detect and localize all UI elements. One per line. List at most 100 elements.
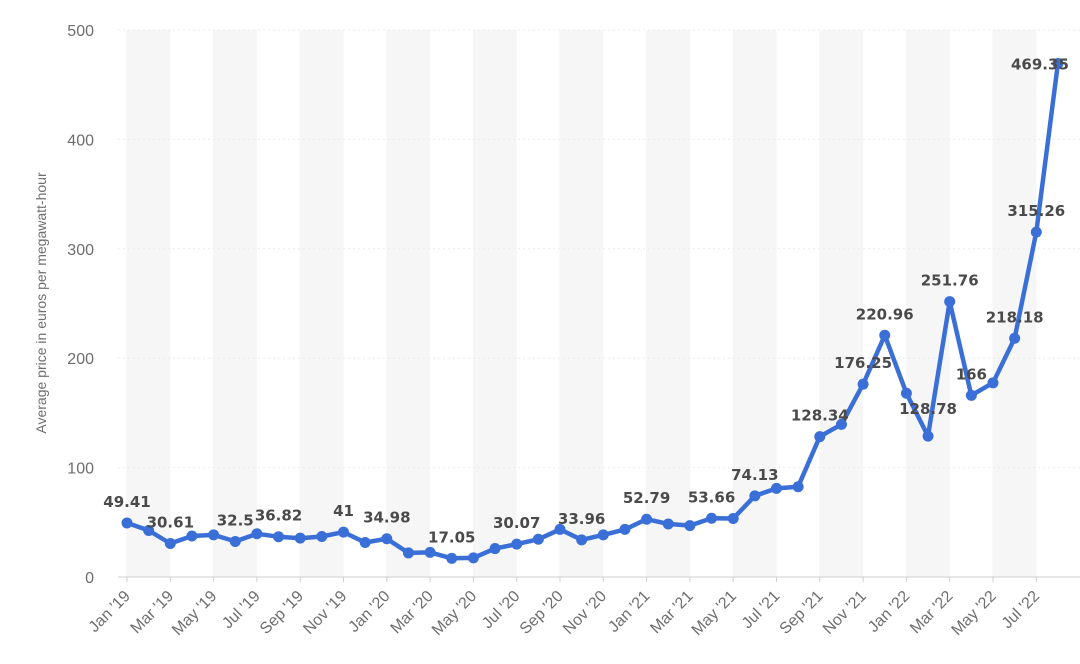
data-point [359,537,371,549]
data-point [814,431,826,443]
data-point [749,490,761,502]
data-label: 166 [956,365,987,383]
data-point [338,526,349,538]
data-point [597,529,609,541]
data-point [446,552,458,564]
data-point [684,520,696,532]
data-point [273,531,285,543]
data-label: 128.34 [791,407,849,425]
data-point [532,533,544,545]
data-label: 34.98 [363,509,410,527]
x-tick-label: May '21 [689,588,740,639]
data-point [424,546,436,558]
grid-band [472,30,517,577]
grid-band [732,30,777,577]
x-tick-label: Mar '21 [647,588,696,637]
x-tick-label: Mar '19 [128,588,177,637]
x-tick-label: Nov '21 [820,588,870,638]
y-tick-label: 300 [67,242,94,259]
data-point [164,538,176,550]
grid-band [819,30,864,577]
grid-band [299,30,344,577]
data-label: 176.25 [834,354,892,372]
y-tick-label: 0 [85,570,94,587]
data-label: 52.79 [623,489,670,507]
data-point [879,329,891,341]
x-tick-label: Jan '21 [605,588,653,636]
x-tick-label: Mar '22 [907,588,956,637]
data-label: 251.76 [921,272,979,290]
data-point [771,482,782,494]
data-point [186,530,198,542]
data-point [143,525,155,537]
data-point [294,532,306,544]
x-tick-label: May '20 [429,588,480,639]
x-tick-label: Nov '20 [560,588,610,638]
x-tick-label: Jul '22 [999,588,1043,632]
data-point [121,517,133,529]
grid-band [386,30,431,577]
grid-band [905,30,950,577]
data-label: 30.61 [147,514,194,532]
data-labels: 49.41 30.61 32.5 36.82 41 34.98 17.05 30.07 33.9… [103,56,1069,547]
grid-band [126,30,171,577]
y-tick-label: 500 [67,23,94,40]
y-axis-label: Average price in euros per megawatt-hour [33,172,49,434]
x-tick-label: May '22 [949,588,1000,639]
y-tick-label: 400 [67,132,94,149]
data-point [229,535,241,547]
data-label: 74.13 [731,466,778,484]
data-point [511,538,523,550]
grid-band [559,30,604,577]
data-point [900,387,912,399]
x-tick-label: Sep '20 [517,588,567,638]
data-point [554,523,566,535]
data-point [662,518,674,530]
data-label: 220.96 [856,305,914,323]
series-layer [121,58,1064,564]
y-tick-label: 200 [67,351,94,368]
data-point [489,543,501,555]
data-label: 33.96 [558,510,605,528]
data-point [922,430,934,442]
data-point [857,378,869,390]
data-point [835,418,847,430]
data-label: 41 [333,502,354,520]
data-label: 315.26 [1007,202,1065,220]
data-point [619,523,631,535]
data-point [381,533,393,545]
data-point [467,552,479,564]
x-tick-label: Mar '20 [388,588,437,637]
x-tick-label: Jan '20 [345,588,393,636]
data-label: 32.5 [217,511,254,529]
data-label: 49.41 [103,493,150,511]
x-tick-label: Sep '21 [777,588,827,638]
data-label: 218.18 [986,308,1044,326]
data-label: 30.07 [493,514,540,532]
x-tick-label: Nov '19 [300,588,350,638]
data-point [706,512,718,524]
grid-band [992,30,1037,577]
background-bands [126,30,1037,577]
data-point [576,534,588,546]
grid-band [213,30,257,577]
data-point [987,377,999,389]
data-point [641,513,653,525]
gridlines [118,29,1080,578]
x-tick-label: Jan '19 [86,588,134,636]
data-label: 128.78 [899,400,957,418]
data-label: 17.05 [428,528,475,546]
grid-band [646,30,690,577]
data-point [965,389,977,401]
data-point [944,296,956,308]
data-point [1009,332,1021,344]
x-tick-label: Sep '19 [257,588,307,638]
data-point [316,531,328,543]
data-label: 36.82 [255,507,302,525]
data-point [792,481,804,493]
data-point [1052,58,1064,70]
data-label: 469.35 [1011,56,1069,74]
